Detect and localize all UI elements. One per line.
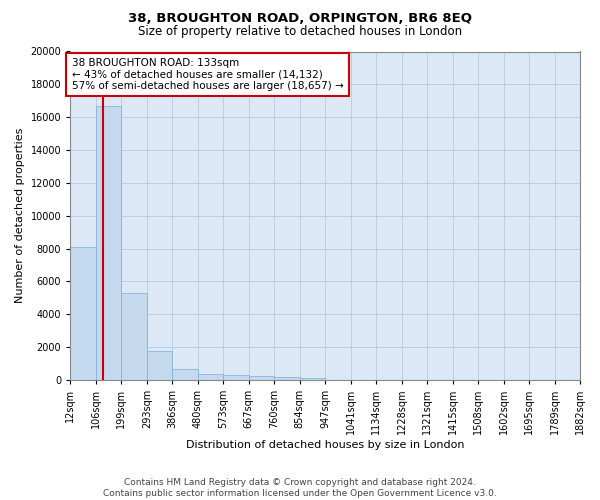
- Bar: [223, 376, 249, 380]
- Bar: [70, 247, 96, 380]
- Text: 38 BROUGHTON ROAD: 133sqm
← 43% of detached houses are smaller (14,132)
57% of s: 38 BROUGHTON ROAD: 133sqm ← 43% of detac…: [71, 58, 343, 92]
- X-axis label: Distribution of detached houses by size in London: Distribution of detached houses by size …: [186, 440, 464, 450]
- Bar: [172, 369, 198, 380]
- Bar: [300, 378, 325, 380]
- Bar: [274, 377, 300, 380]
- Text: 38, BROUGHTON ROAD, ORPINGTON, BR6 8EQ: 38, BROUGHTON ROAD, ORPINGTON, BR6 8EQ: [128, 12, 472, 26]
- Y-axis label: Number of detached properties: Number of detached properties: [15, 128, 25, 304]
- Bar: [249, 376, 274, 380]
- Bar: [96, 106, 121, 380]
- Text: Size of property relative to detached houses in London: Size of property relative to detached ho…: [138, 25, 462, 38]
- Bar: [121, 293, 147, 380]
- Bar: [147, 351, 172, 380]
- Bar: [198, 374, 223, 380]
- Text: Contains HM Land Registry data © Crown copyright and database right 2024.
Contai: Contains HM Land Registry data © Crown c…: [103, 478, 497, 498]
